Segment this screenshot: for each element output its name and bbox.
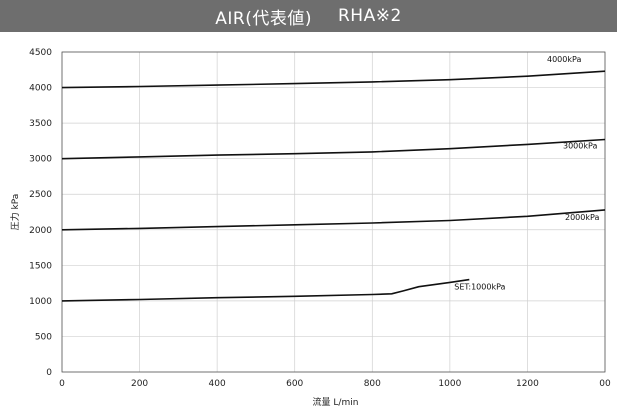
x-tick-label: 800 [364, 379, 381, 389]
y-tick-label: 1000 [29, 297, 52, 307]
x-tick-label: 1200 [516, 379, 539, 389]
series-line [61, 278, 470, 302]
x-tick-label: 0 [59, 379, 65, 389]
series-labels: 4000kPa 3000kPa 2000kPa SET:1000kPa [454, 55, 599, 291]
y-tick-label: 500 [35, 332, 52, 342]
y-tick-label: 0 [46, 368, 52, 378]
x-tick-label: 200 [131, 379, 148, 389]
x-tick-label: 400 [209, 379, 226, 389]
chart-title-banner: AIR(代表値) RHA※2 [0, 0, 617, 32]
x-tick-label: 00 [599, 379, 611, 389]
title-model: RHA※2 [337, 6, 402, 26]
y-tick-label: 1500 [29, 261, 52, 271]
series-label: 2000kPa [565, 213, 599, 222]
title-main: AIR(代表値) [215, 8, 312, 29]
y-tick-label: 3000 [29, 155, 52, 165]
y-tick-label: 4500 [29, 48, 52, 58]
tick-labels: 0 500 1000 1500 2000 2500 3000 3500 4000 4500 0 200… [29, 48, 611, 389]
grid [61, 51, 606, 373]
y-axis-label: 圧力 kPa [9, 194, 21, 231]
plot-area [61, 51, 606, 373]
series-label: SET:1000kPa [454, 283, 505, 292]
y-tick-label: 2500 [29, 190, 52, 200]
series-line [61, 70, 606, 89]
x-axis-label: 流量 L/min [313, 396, 359, 408]
series [61, 70, 606, 302]
y-tick-label: 3500 [29, 119, 52, 129]
series-label: 4000kPa [547, 55, 581, 64]
series-line [61, 138, 606, 160]
series-line [61, 209, 606, 231]
y-tick-label: 2000 [29, 226, 52, 236]
x-tick-label: 600 [286, 379, 303, 389]
x-tick-label: 1000 [438, 379, 461, 389]
series-label: 3000kPa [563, 141, 597, 150]
y-tick-label: 4000 [29, 84, 52, 94]
